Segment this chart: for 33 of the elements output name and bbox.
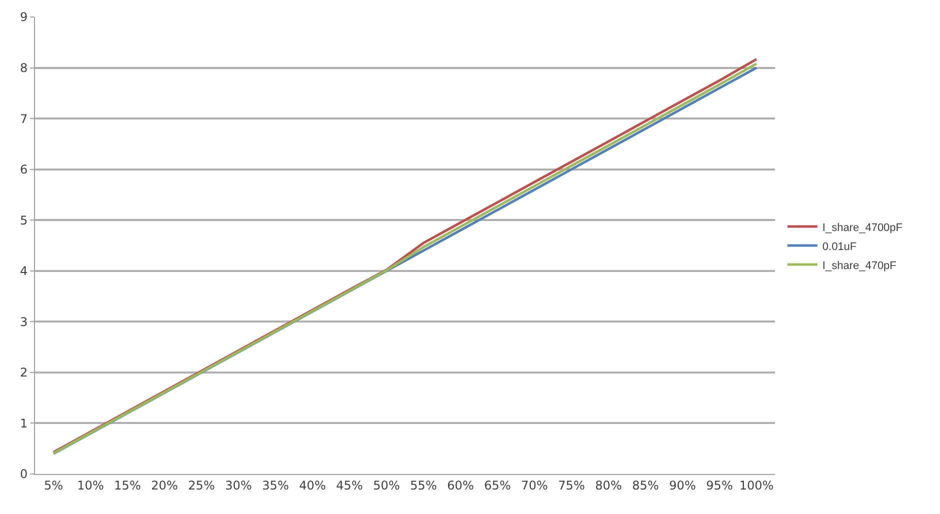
x-tick-label: 35%	[262, 478, 289, 492]
x-tick-label: 95%	[706, 478, 733, 492]
x-tick-label: 85%	[632, 478, 659, 492]
x-tick-label: 70%	[521, 478, 548, 492]
y-tick-label: 4	[20, 264, 28, 278]
legend-label: I_share_470pF	[822, 260, 897, 272]
x-tick-label: 25%	[188, 478, 215, 492]
x-tick-label: 100%	[739, 478, 774, 492]
x-tick-label: 50%	[373, 478, 400, 492]
x-tick-label: 5%	[44, 478, 64, 492]
y-tick-label: 5	[20, 213, 28, 228]
y-tick-label: 0	[20, 467, 28, 482]
x-tick-label: 60%	[447, 478, 474, 492]
y-tick-label: 1	[20, 416, 28, 430]
x-tick-label: 40%	[299, 478, 326, 492]
y-tick-label: 3	[20, 314, 28, 329]
x-tick-label: 90%	[669, 478, 696, 492]
x-tick-label: 65%	[484, 478, 511, 492]
legend-label: I_share_4700pF	[822, 222, 903, 234]
x-tick-label: 80%	[595, 478, 622, 492]
x-tick-label: 30%	[225, 478, 252, 492]
x-tick-label: 20%	[151, 478, 178, 492]
y-tick-label: 7	[20, 112, 28, 126]
x-tick-label: 45%	[336, 478, 363, 492]
x-tick-label: 55%	[410, 478, 437, 492]
x-tick-label: 10%	[77, 478, 104, 492]
x-tick-label: 75%	[558, 478, 585, 492]
legend-label: 0.01uF	[822, 240, 857, 253]
y-tick-label: 6	[20, 162, 28, 177]
y-tick-label: 2	[20, 366, 28, 380]
y-tick-label: 9	[20, 10, 28, 24]
y-tick-label: 8	[20, 60, 28, 75]
x-tick-label: 15%	[114, 478, 141, 492]
